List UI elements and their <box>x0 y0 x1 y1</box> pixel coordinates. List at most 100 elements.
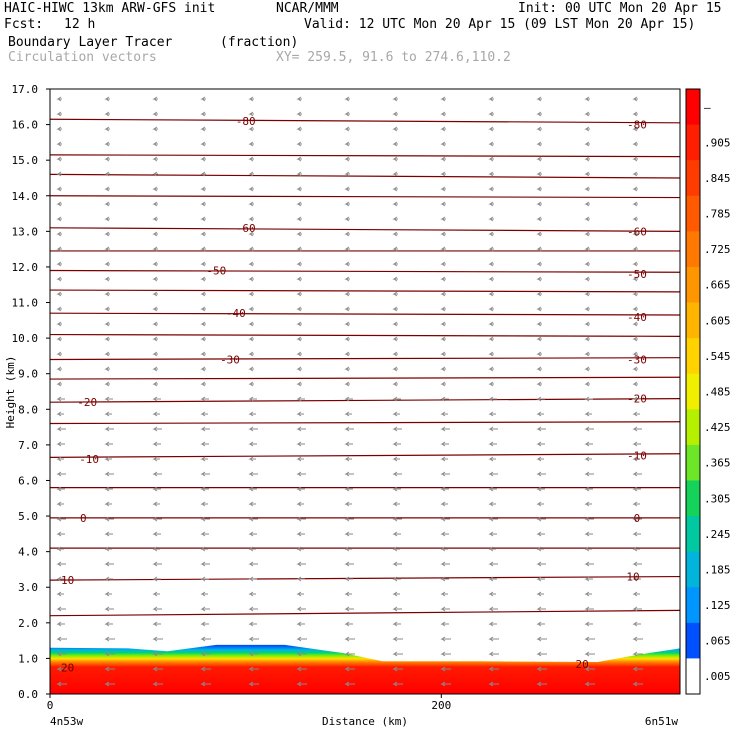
circulation-vector <box>344 531 353 537</box>
circulation-vector <box>200 366 206 372</box>
field-name: Boundary Layer Tracer <box>8 35 173 50</box>
circulation-vector <box>488 636 499 642</box>
circulation-vector <box>296 441 305 447</box>
circulation-vector <box>56 351 62 357</box>
circulation-vector <box>632 126 638 132</box>
circulation-vector <box>344 201 350 207</box>
circulation-vector <box>104 456 112 462</box>
tracer-shading <box>50 644 680 694</box>
circulation-vector <box>632 486 641 492</box>
circulation-vector <box>536 441 545 447</box>
circulation-vector <box>440 396 449 402</box>
circulation-vector <box>536 291 542 297</box>
circulation-vector <box>296 261 302 267</box>
circulation-vector <box>536 501 544 507</box>
circulation-vector <box>56 516 66 522</box>
circulation-vector <box>344 111 350 117</box>
circulation-vector <box>344 231 350 237</box>
colorbar-swatch <box>686 373 700 410</box>
circulation-vector <box>488 606 498 612</box>
y-tick-label: 12.0 <box>12 261 39 274</box>
circulation-vector <box>296 486 305 492</box>
circulation-vector <box>536 96 542 102</box>
circulation-vector <box>152 336 158 342</box>
circulation-vector <box>152 426 162 432</box>
circulation-vector <box>584 666 595 672</box>
circulation-vector <box>584 291 590 297</box>
circulation-vector <box>536 666 547 672</box>
y-tick-label: 15.0 <box>12 154 39 167</box>
circulation-vector <box>536 261 542 267</box>
circulation-vector <box>104 96 110 102</box>
circulation-vector <box>536 621 545 627</box>
circulation-vector <box>488 516 498 522</box>
circulation-vector <box>56 231 62 237</box>
circulation-vector <box>152 291 158 297</box>
circulation-vector <box>296 681 307 687</box>
circulation-vector <box>488 216 494 222</box>
circulation-vector <box>344 681 355 687</box>
circulation-vector <box>344 426 354 432</box>
circulation-vector <box>536 681 547 687</box>
colorbar-label: .365 <box>704 457 731 470</box>
circulation-vector <box>536 546 544 552</box>
circulation-vector <box>536 126 542 132</box>
contour-label: -80 <box>627 119 647 132</box>
circulation-vector <box>392 456 400 462</box>
circulation-vector <box>152 591 160 597</box>
circulation-vector <box>584 96 590 102</box>
circulation-vector <box>200 606 210 612</box>
circulation-vector <box>632 666 643 672</box>
contour-label: -10 <box>79 453 99 466</box>
circulation-vector <box>632 291 638 297</box>
colorbar-swatch <box>686 124 700 161</box>
circulation-vector <box>392 381 398 387</box>
circulation-vector <box>152 321 158 327</box>
circulation-vector <box>584 276 590 282</box>
circulation-vector <box>344 651 355 657</box>
y-tick-label: 17.0 <box>12 83 39 96</box>
circulation-vector <box>152 171 158 177</box>
colorbar-label: .545 <box>704 350 731 363</box>
circulation-vector <box>104 171 110 177</box>
circulation-vector <box>488 666 499 672</box>
circulation-vector <box>392 651 403 657</box>
circulation-vector <box>296 231 302 237</box>
circulation-vector <box>632 426 642 432</box>
circulation-vector <box>488 426 498 432</box>
circulation-vector <box>200 636 211 642</box>
circulation-vector <box>584 621 593 627</box>
circulation-vector <box>632 441 641 447</box>
circulation-vector <box>392 156 398 162</box>
contour-label: 20 <box>61 661 74 674</box>
circulation-vector <box>248 156 254 162</box>
vectors-label: Circulation vectors <box>8 50 157 65</box>
circulation-vector <box>536 381 542 387</box>
circulation-vector <box>584 591 592 597</box>
circulation-vector <box>488 321 494 327</box>
circulation-vector <box>200 381 206 387</box>
circulation-vector <box>392 576 401 582</box>
circulation-vector <box>248 261 254 267</box>
circulation-vector <box>488 486 497 492</box>
circulation-vector <box>344 666 355 672</box>
circulation-vector <box>200 456 208 462</box>
isotherm-line <box>50 227 680 232</box>
circulation-vector <box>440 216 446 222</box>
circulation-vector <box>632 276 638 282</box>
colorbar-swatch <box>686 195 700 232</box>
circulation-vector <box>632 321 638 327</box>
circulation-vector <box>152 216 158 222</box>
contour-label: 0 <box>80 512 87 525</box>
circulation-vector <box>440 201 446 207</box>
circulation-vector <box>200 591 208 597</box>
circulation-vector <box>392 261 398 267</box>
circulation-vector <box>440 246 446 252</box>
colorbar-label: .245 <box>704 528 731 541</box>
circulation-vector <box>440 516 450 522</box>
circulation-vector <box>344 141 350 147</box>
circulation-vector <box>296 561 306 567</box>
circulation-vector <box>392 186 398 192</box>
circulation-vector <box>152 141 158 147</box>
circulation-vector <box>104 516 114 522</box>
